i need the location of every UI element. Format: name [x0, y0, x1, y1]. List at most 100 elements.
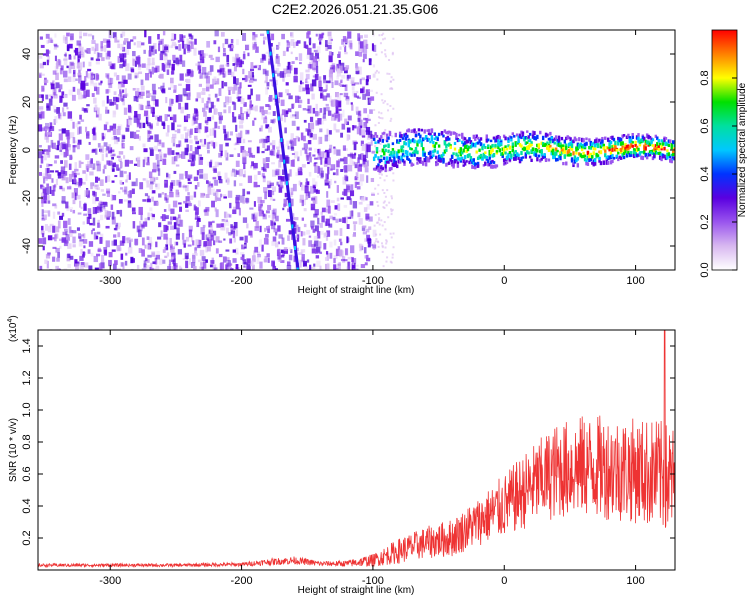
spectrogram-cell — [352, 262, 355, 266]
spectrogram-cell — [226, 227, 229, 234]
spectrogram-cell — [309, 156, 312, 163]
spectrogram-cell — [194, 127, 198, 134]
spectrogram-cell — [80, 248, 83, 255]
spectrogram-cell — [196, 217, 201, 222]
spectrogram-cell — [221, 219, 226, 223]
spectrogram-cell — [177, 128, 181, 134]
spectrogram-cell — [314, 157, 318, 160]
spectrogram-cell — [279, 154, 284, 163]
spectrogram-cell — [187, 181, 192, 185]
spectrogram-cell — [96, 52, 100, 60]
spectrogram-cell — [557, 139, 561, 144]
spectrogram-cell — [76, 88, 81, 95]
spectrogram-cell — [59, 84, 63, 90]
spectrogram-cell — [313, 49, 319, 53]
spectrogram-cell — [282, 169, 287, 175]
spectrogram-cell — [152, 169, 157, 173]
spectrogram-cell — [265, 124, 270, 129]
spectrogram-cell — [349, 42, 353, 50]
spectrogram-cell — [371, 192, 375, 196]
spectrogram-cell — [311, 244, 316, 248]
spectrogram-cell — [637, 147, 640, 151]
spectrogram-cell — [139, 225, 143, 232]
spectrogram-cell — [372, 73, 376, 78]
spectrogram-cell — [222, 125, 226, 130]
spectrogram-cell — [403, 141, 406, 145]
spectrogram-cell — [392, 246, 395, 249]
spectrogram-cell — [453, 147, 457, 151]
spectrogram-cell — [298, 252, 303, 255]
spectrogram-cell — [55, 265, 59, 270]
spectrogram-cell — [238, 132, 241, 139]
spectrogram-cell — [290, 146, 295, 151]
spectrogram-cell — [207, 97, 210, 101]
spectrogram-cell — [328, 51, 332, 57]
spectrogram-cell — [252, 269, 255, 270]
x-tick-label: -200 — [231, 275, 253, 287]
spectrogram-cell — [461, 151, 464, 155]
spectrogram-cell — [141, 249, 145, 257]
spectrogram-cell — [544, 142, 548, 147]
spectrogram-cell — [314, 161, 318, 165]
spectrogram-cell — [644, 152, 647, 157]
spectrogram-cell — [492, 161, 496, 164]
spectrogram-cell — [352, 234, 356, 238]
spectrogram-cell — [73, 55, 76, 60]
spectrogram-cell — [43, 200, 47, 204]
spectrogram-cell — [177, 249, 183, 255]
spectrogram-cell — [656, 136, 659, 141]
spectrogram-cell — [275, 67, 280, 74]
spectrogram-cell — [406, 155, 409, 161]
spectrogram-cell — [301, 147, 305, 151]
spectrogram-cell — [355, 51, 359, 57]
spectrogram-cell — [54, 33, 57, 38]
spectrogram-cell — [658, 155, 662, 160]
spectrogram-cell — [670, 153, 673, 157]
spectrogram-cell — [625, 145, 629, 149]
spectrogram-cell — [322, 79, 327, 85]
spectrogram-cell — [47, 235, 53, 241]
spectrogram-cell — [116, 40, 120, 43]
spectrogram-cell — [54, 205, 58, 209]
spectrogram-cell — [186, 114, 191, 119]
spectrogram-cell — [560, 147, 564, 152]
spectrogram-cell — [671, 156, 675, 159]
spectrogram-cell — [314, 248, 319, 254]
spectrogram-cell — [198, 50, 201, 55]
spectrogram-cell — [253, 162, 258, 169]
spectrogram-cell — [136, 225, 140, 233]
spectrogram-cell — [319, 108, 323, 113]
spectrogram-cell — [391, 142, 395, 146]
spectrogram-cell — [104, 147, 108, 153]
spectrogram-cell — [552, 138, 555, 144]
spectrogram-cell — [472, 165, 476, 169]
spectrogram-cell — [88, 61, 92, 67]
spectrogram-cell — [648, 151, 652, 156]
spectrogram-cell — [380, 135, 383, 139]
spectrogram-cell — [386, 169, 389, 172]
spectrogram-cell — [47, 225, 52, 233]
spectrogram-cell — [281, 33, 285, 40]
spectrogram-cell — [275, 231, 278, 236]
spectrogram-cell — [222, 71, 227, 77]
spectrogram-cell — [476, 141, 480, 145]
spectrogram-cell — [463, 141, 467, 145]
spectrogram-cell — [375, 146, 379, 150]
spectrogram-cell — [253, 181, 258, 188]
spectrogram-cell — [339, 46, 342, 50]
spectrogram-cell — [172, 133, 177, 139]
spectrogram-cell — [383, 191, 386, 194]
spectrogram-x-ticks: -300 -200 -100 0 100 — [99, 30, 645, 287]
spectrogram-cell — [231, 45, 235, 49]
spectrogram-cell — [61, 212, 65, 217]
spectrogram-cell — [127, 190, 132, 199]
spectrogram-cell — [465, 144, 468, 149]
spectrogram-cell — [367, 75, 371, 80]
spectrogram-cell — [193, 266, 197, 270]
spectrogram-cell — [393, 159, 396, 164]
spectrogram-cell — [350, 102, 353, 105]
spectrogram-cell — [272, 198, 276, 202]
spectrogram-cell — [475, 150, 478, 154]
spectrogram-cell — [264, 148, 269, 151]
